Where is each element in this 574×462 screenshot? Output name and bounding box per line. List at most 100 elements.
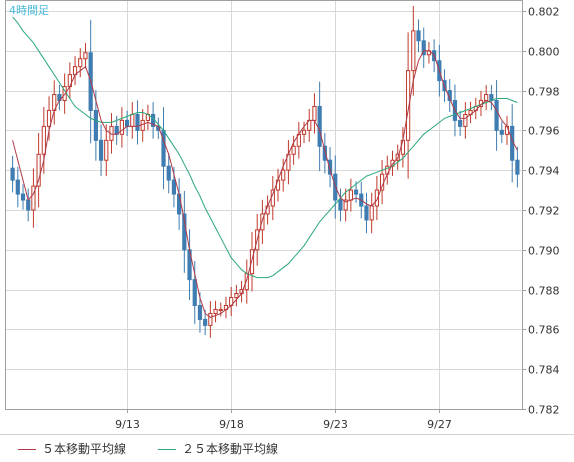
candle-body-up	[78, 58, 83, 68]
candle-body-down	[192, 279, 197, 307]
candle	[192, 261, 197, 325]
legend-item-ma25: ２５本移動平均線	[158, 440, 278, 457]
ma5-line	[12, 50, 518, 318]
candle-body-up	[249, 249, 255, 275]
candle	[421, 27, 426, 68]
y-tick-label: 0.792	[528, 205, 560, 218]
x-tick-label: 9/27	[427, 418, 452, 431]
x-tick-label: 9/13	[115, 418, 140, 431]
ma5-swatch-icon	[18, 449, 36, 450]
x-axis: 9/13 9/18 9/23 9/27	[115, 409, 452, 431]
candle-body-down	[499, 129, 504, 135]
candle-body-down	[15, 179, 20, 195]
candle-body-down	[327, 159, 333, 175]
candle	[83, 43, 88, 69]
candle-body-down	[203, 318, 208, 326]
candle	[41, 106, 46, 174]
candle	[515, 146, 520, 188]
candle-body-up	[218, 308, 223, 311]
candle-body-down	[364, 205, 369, 221]
moving-average-lines	[12, 16, 518, 318]
candle-body-up	[369, 205, 374, 221]
candle	[338, 188, 343, 222]
candle-body-down	[322, 145, 327, 161]
candle-body-up	[36, 153, 41, 187]
y-tick-label: 0.784	[528, 364, 560, 377]
candle	[98, 124, 104, 177]
candle-body-down	[421, 40, 426, 56]
legend-item-ma5: ５本移動平均線	[18, 440, 126, 457]
candle-body-up	[374, 189, 379, 207]
x-tick-label: 9/18	[219, 418, 244, 431]
candle	[406, 32, 411, 179]
candle-body-down	[124, 119, 130, 127]
candle-body-up	[260, 213, 265, 231]
legend-ma5-label: ５本移動平均線	[42, 442, 127, 456]
candle	[166, 152, 171, 194]
candle-body-down	[458, 119, 463, 127]
legend-ma25-label: ２５本移動平均線	[182, 442, 279, 456]
candle-body-up	[343, 199, 348, 211]
candle	[281, 158, 286, 192]
y-tick-label: 0.790	[528, 245, 560, 258]
candle	[31, 168, 36, 228]
candle-body-down	[317, 105, 322, 147]
candle	[322, 133, 327, 174]
candle	[364, 192, 369, 234]
candle-body-down	[338, 199, 343, 211]
candle-body-up	[348, 189, 353, 201]
candle	[46, 96, 52, 141]
candle	[494, 80, 499, 151]
candle	[20, 184, 26, 210]
candle	[416, 19, 421, 53]
candle	[463, 102, 468, 139]
candle-body-down	[26, 199, 31, 211]
candle-body-up	[301, 129, 307, 135]
candle-body-up	[83, 52, 88, 60]
candle-body-down	[416, 30, 421, 42]
y-tick-label: 0.794	[528, 165, 560, 178]
candle-body-down	[197, 305, 203, 320]
candle-body-down	[20, 193, 26, 201]
candle	[15, 166, 20, 208]
candle	[104, 124, 109, 177]
y-axis: 0.802 0.800 0.798 0.796 0.794 0.792 0.790 0.788…	[522, 6, 560, 417]
y-tick-label: 0.796	[528, 125, 560, 138]
x-tick-label: 9/23	[323, 418, 348, 431]
y-tick-label: 0.786	[528, 324, 560, 337]
candle-body-up	[46, 109, 52, 127]
candle-body-up	[275, 179, 281, 191]
candle-body-up	[234, 293, 239, 299]
candle-body-down	[494, 100, 499, 131]
candle-body-up	[484, 94, 489, 102]
candle-body-up	[463, 113, 468, 127]
candle	[458, 110, 463, 137]
candle-body-up	[281, 169, 286, 181]
candle-body-up	[140, 119, 145, 131]
candle-body-down	[171, 179, 177, 195]
candle-body-down	[166, 165, 171, 181]
candle-body-down	[93, 109, 98, 141]
candle	[353, 181, 359, 203]
candle-body-up	[291, 145, 296, 155]
candle	[78, 48, 83, 78]
candle-body-up	[208, 312, 213, 326]
candle-body-up	[130, 113, 135, 127]
candle-body-up	[104, 139, 109, 161]
candle	[249, 232, 255, 292]
candle	[374, 175, 379, 221]
candle	[234, 284, 239, 307]
candle-body-down	[98, 139, 104, 161]
plot-frame	[5, 0, 523, 410]
candle	[135, 100, 140, 145]
candle-body-up	[213, 308, 218, 314]
candle	[301, 121, 307, 144]
candle	[218, 302, 223, 317]
candle	[208, 301, 213, 338]
candle-body-up	[406, 70, 411, 141]
y-tick-label: 0.788	[528, 285, 560, 298]
candle-body-up	[312, 105, 317, 121]
y-tick-label: 0.782	[528, 404, 560, 417]
